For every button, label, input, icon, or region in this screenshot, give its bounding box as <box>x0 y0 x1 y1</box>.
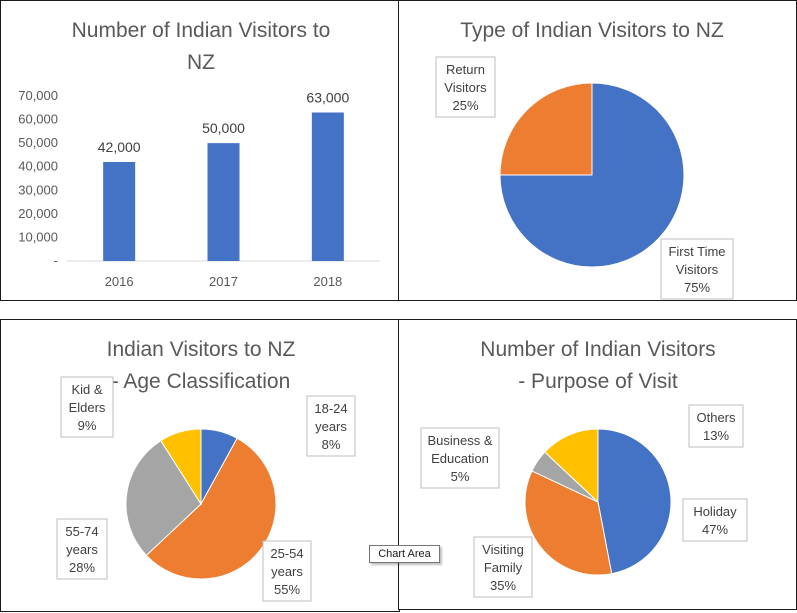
pie-slice-name: Education <box>431 451 489 466</box>
pie-slice-percent: 47% <box>702 522 728 537</box>
age-classification-pie-panel[interactable]: Indian Visitors to NZ - Age Classificatio… <box>0 319 400 612</box>
pie-label-box <box>306 395 356 457</box>
pie-slice <box>597 428 672 575</box>
pie-slice-name: Holiday <box>693 504 737 519</box>
bar-chart-panel[interactable]: Number of Indian Visitors to NZ - 10,000 20,… <box>0 0 400 301</box>
bar-chart: Number of Indian Visitors to NZ - 10,000 20,… <box>18 19 380 289</box>
y-tick-label: - <box>54 253 58 268</box>
pie-slice <box>125 439 202 557</box>
pie-slice-name: Visitors <box>444 80 487 95</box>
pie-slice-name: Visiting <box>482 542 524 557</box>
pie-slice <box>544 428 599 504</box>
chart-title: Type of Indian Visitors to NZ <box>460 19 724 42</box>
pie-slice-percent: 75% <box>684 280 710 295</box>
pie-slice-name: years <box>271 564 303 579</box>
pie-label-box <box>420 427 500 489</box>
pie-label-box <box>688 404 744 448</box>
bar <box>311 112 344 261</box>
y-tick-label: 70,000 <box>18 88 58 103</box>
chart-area-tooltip: Chart Area <box>369 545 440 563</box>
chart-title: NZ <box>187 51 215 74</box>
pie-label-box <box>262 540 312 602</box>
pie-slice <box>524 470 613 576</box>
pie-slice-percent: 55% <box>274 582 300 597</box>
pie-slice-percent: 9% <box>78 418 97 433</box>
chart-title: Number of Indian Visitors <box>480 338 715 361</box>
y-tick-label: 20,000 <box>18 206 58 221</box>
pie-slice-name: years <box>66 542 98 557</box>
pie-slice-percent: 13% <box>703 428 729 443</box>
bar-data-label: 50,000 <box>202 120 245 136</box>
x-tick-label: 2018 <box>313 274 342 289</box>
pie-slice <box>499 82 685 268</box>
bar <box>207 143 240 261</box>
y-tick-label: 30,000 <box>18 182 58 197</box>
pie-label-box <box>682 498 748 542</box>
pie-label-box <box>56 518 108 580</box>
bar <box>103 162 136 261</box>
y-tick-label: 50,000 <box>18 135 58 150</box>
pie-slice <box>160 428 202 506</box>
purpose-of-visit-pie: Number of Indian Visitors - Purpose of Vi… <box>420 338 748 598</box>
pie-slice-name: 25-54 <box>270 546 303 561</box>
pie-slice <box>499 82 593 176</box>
chart-title: Indian Visitors to NZ <box>107 338 296 361</box>
y-tick-label: 60,000 <box>18 112 58 127</box>
bar-data-label: 42,000 <box>98 139 141 155</box>
pie-label-box <box>435 56 496 118</box>
chart-title: - Purpose of Visit <box>518 370 678 393</box>
pie-slice-name: Kid & <box>71 382 102 397</box>
chart-title: Number of Indian Visitors to <box>72 19 331 42</box>
pie-slice-name: Others <box>696 410 736 425</box>
pie-slice-percent: 8% <box>322 437 341 452</box>
pie-slice-name: Visitors <box>676 262 719 277</box>
pie-label-box <box>660 238 734 300</box>
pie-label-box <box>473 536 533 598</box>
pie-slice-percent: 5% <box>451 469 470 484</box>
pie-slice-name: Return <box>446 62 485 77</box>
y-tick-label: 40,000 <box>18 159 58 174</box>
x-tick-label: 2016 <box>105 274 134 289</box>
pie-slice-percent: 25% <box>452 98 478 113</box>
pie-slice-name: Elders <box>69 400 106 415</box>
visitor-type-pie-panel[interactable]: Type of Indian Visitors to NZ First Time V… <box>398 0 797 301</box>
visitor-type-pie: Type of Indian Visitors to NZ First Time V… <box>435 19 734 300</box>
pie-slice-percent: 35% <box>490 578 516 593</box>
pie-slice-name: 55-74 <box>65 524 98 539</box>
pie-slice <box>145 437 277 580</box>
pie-slice-name: 18-24 <box>314 401 347 416</box>
purpose-of-visit-pie-panel[interactable]: Number of Indian Visitors - Purpose of Vi… <box>398 319 797 610</box>
pie-slice-name: years <box>315 419 347 434</box>
pie-slice-name: Family <box>484 560 523 575</box>
pie-slice-name: Business & <box>427 433 492 448</box>
bar-data-label: 63,000 <box>306 90 349 106</box>
age-classification-pie: Indian Visitors to NZ - Age Classificatio… <box>56 338 356 602</box>
pie-slice-name: First Time <box>668 244 725 259</box>
chart-title: - Age Classification <box>112 370 291 393</box>
pie-label-box <box>60 376 114 438</box>
pie-slice-percent: 28% <box>69 560 95 575</box>
x-tick-label: 2017 <box>209 274 238 289</box>
y-tick-label: 10,000 <box>18 229 58 244</box>
